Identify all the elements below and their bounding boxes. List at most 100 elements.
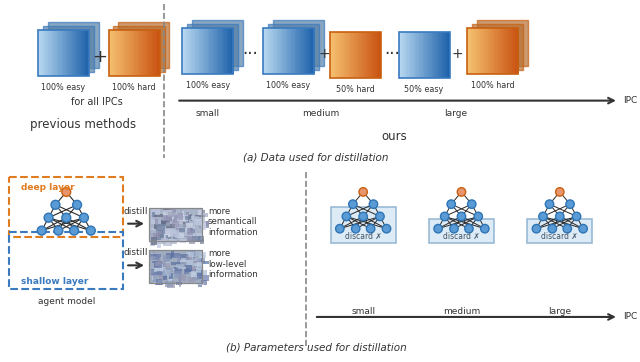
- Bar: [468, 28, 470, 74]
- Bar: [186, 252, 193, 257]
- Bar: [80, 30, 82, 76]
- Bar: [171, 214, 173, 217]
- Bar: [154, 224, 156, 229]
- Bar: [330, 32, 381, 78]
- Bar: [168, 279, 172, 286]
- Bar: [152, 30, 154, 76]
- Bar: [157, 30, 159, 76]
- Bar: [152, 217, 161, 220]
- Bar: [376, 32, 378, 78]
- Bar: [160, 267, 169, 272]
- Bar: [198, 283, 202, 287]
- Bar: [503, 28, 505, 74]
- Circle shape: [376, 212, 384, 221]
- Circle shape: [51, 200, 60, 209]
- Bar: [498, 28, 500, 74]
- Bar: [125, 30, 127, 76]
- Bar: [438, 32, 440, 78]
- Bar: [156, 234, 164, 240]
- Bar: [467, 28, 518, 74]
- Bar: [476, 28, 478, 74]
- Bar: [412, 32, 413, 78]
- Bar: [155, 281, 161, 285]
- Circle shape: [572, 212, 580, 221]
- Bar: [196, 28, 198, 74]
- Bar: [517, 28, 519, 74]
- Bar: [154, 256, 158, 258]
- Bar: [193, 28, 195, 74]
- Bar: [136, 30, 137, 76]
- Bar: [118, 22, 170, 68]
- Bar: [123, 30, 124, 76]
- Bar: [201, 213, 208, 217]
- Bar: [179, 278, 181, 283]
- Bar: [472, 24, 524, 70]
- Bar: [488, 28, 490, 74]
- Bar: [422, 32, 423, 78]
- Bar: [330, 32, 332, 78]
- Bar: [192, 236, 201, 241]
- Bar: [128, 30, 129, 76]
- Text: large: large: [548, 307, 572, 316]
- Bar: [154, 240, 158, 244]
- Bar: [177, 258, 181, 262]
- Bar: [353, 32, 355, 78]
- Bar: [185, 232, 188, 237]
- Bar: [346, 32, 348, 78]
- Bar: [172, 262, 180, 265]
- Text: 50% hard: 50% hard: [336, 85, 374, 94]
- Bar: [179, 263, 183, 269]
- Bar: [155, 222, 158, 230]
- Bar: [180, 239, 186, 243]
- Circle shape: [367, 224, 375, 233]
- Circle shape: [465, 224, 473, 233]
- Bar: [179, 274, 186, 281]
- Bar: [120, 30, 122, 76]
- Bar: [56, 30, 58, 76]
- Bar: [202, 221, 206, 228]
- Bar: [141, 30, 142, 76]
- Bar: [192, 267, 195, 271]
- Bar: [44, 30, 46, 76]
- Bar: [196, 233, 203, 236]
- Bar: [165, 275, 170, 278]
- Bar: [85, 30, 87, 76]
- Bar: [345, 32, 347, 78]
- Text: 100% hard: 100% hard: [471, 81, 515, 90]
- Bar: [480, 28, 482, 74]
- Circle shape: [73, 200, 81, 209]
- Bar: [140, 30, 141, 76]
- Bar: [198, 28, 200, 74]
- Bar: [185, 28, 187, 74]
- Circle shape: [382, 224, 390, 233]
- Circle shape: [37, 226, 46, 235]
- Bar: [193, 264, 200, 266]
- Bar: [504, 28, 506, 74]
- Bar: [175, 267, 182, 273]
- Bar: [163, 212, 166, 220]
- Bar: [189, 238, 195, 244]
- Bar: [189, 216, 197, 220]
- Bar: [218, 28, 220, 74]
- Bar: [162, 262, 165, 268]
- Circle shape: [548, 224, 557, 233]
- Bar: [211, 28, 212, 74]
- Bar: [413, 32, 414, 78]
- Bar: [157, 238, 166, 244]
- Bar: [228, 28, 230, 74]
- Bar: [290, 28, 291, 74]
- Bar: [150, 30, 152, 76]
- Bar: [179, 220, 188, 227]
- Circle shape: [474, 212, 483, 221]
- Bar: [178, 213, 183, 220]
- Bar: [200, 221, 209, 226]
- Bar: [216, 28, 217, 74]
- Bar: [155, 236, 162, 240]
- Bar: [282, 28, 284, 74]
- Bar: [200, 217, 205, 222]
- Bar: [199, 265, 202, 270]
- Bar: [53, 30, 55, 76]
- Bar: [348, 32, 349, 78]
- Text: ···: ···: [242, 45, 258, 63]
- Bar: [166, 237, 171, 239]
